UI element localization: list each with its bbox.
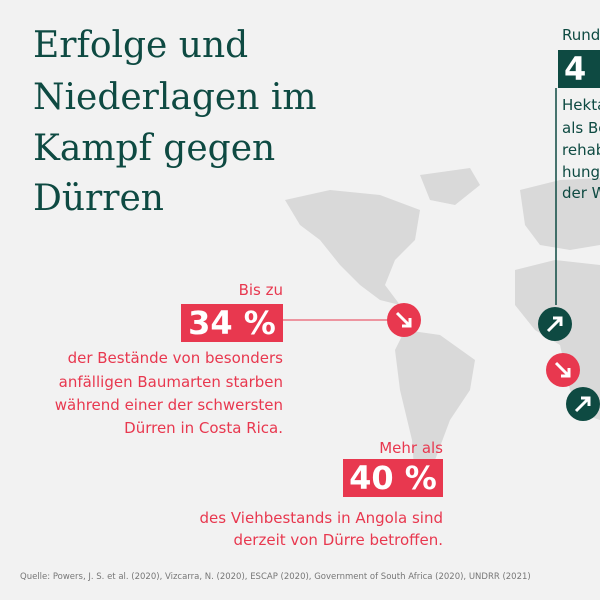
title-line: Dürren (33, 178, 164, 219)
callout-figure: 4 (558, 50, 600, 88)
callout-text: des Viehbestands in Angola sind (199, 509, 443, 527)
arrow-icon (538, 307, 572, 341)
arrow-icon (387, 303, 421, 337)
callout-text: der Bestände von besonders (67, 349, 283, 367)
callout-text: anfälligen Baumarten starben (58, 373, 283, 391)
callout-text: der W (562, 184, 600, 202)
callout-text: während einer der schwersten (54, 396, 283, 414)
callout-intro: Bis zu (238, 281, 283, 299)
arrow-icon (566, 387, 600, 421)
title-line: Kampf gegen (33, 128, 276, 169)
callout-figure: 40 % (343, 459, 443, 497)
title-line: Niederlagen im (33, 77, 317, 118)
arrow-icon (546, 353, 580, 387)
source: Quelle: Powers, J. S. et al. (2020), Viz… (20, 572, 531, 582)
callout-text: Dürren in Costa Rica. (124, 419, 283, 437)
callout-figure: 34 % (181, 304, 283, 342)
title-line: Erfolge und (33, 25, 249, 66)
callout-text: derzeit von Dürre betroffen. (233, 531, 443, 549)
callout-intro: Mehr als (379, 439, 443, 457)
callout-text: hung (562, 163, 600, 181)
callout-text: rehab (562, 141, 600, 159)
callout-text: als Be (562, 119, 600, 137)
callout-intro: Rund (562, 26, 600, 44)
